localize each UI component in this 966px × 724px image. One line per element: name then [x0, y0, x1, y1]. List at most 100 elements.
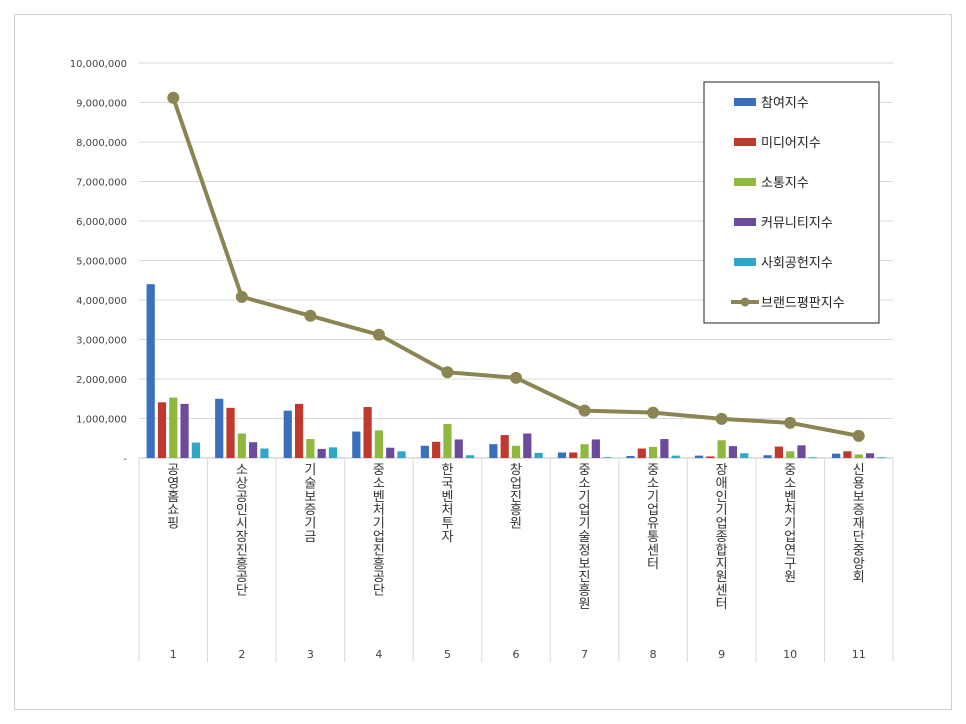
- bar-1-1: [146, 284, 155, 458]
- bar-1-8: [626, 456, 635, 458]
- y-tick-label-2: 2,000,000: [76, 375, 127, 386]
- rank-label-4: 4: [375, 648, 382, 661]
- rank-label-5: 5: [444, 648, 451, 661]
- legend-label-4: 커뮤니티지수: [761, 216, 833, 231]
- bar-2-7: [569, 452, 578, 458]
- rank-label-7: 7: [581, 648, 588, 661]
- legend-label-5: 사회공헌지수: [761, 256, 833, 271]
- legend-swatch-2: [734, 138, 756, 146]
- bar-3-5: [443, 424, 452, 458]
- bar-5-10: [808, 457, 817, 458]
- legend-swatch-1: [734, 98, 756, 106]
- bar-1-6: [489, 444, 498, 458]
- bar-5-3: [328, 447, 338, 458]
- bar-3-11: [854, 454, 863, 458]
- bar-4-1: [180, 403, 189, 458]
- bar-1-2: [215, 398, 224, 458]
- bar-1-11: [832, 453, 841, 458]
- legend-box: [703, 81, 880, 324]
- bar-3-8: [648, 446, 658, 458]
- bar-5-11: [877, 457, 886, 458]
- bar-3-3: [306, 439, 315, 458]
- bar-1-4: [352, 431, 361, 458]
- legend-label-1: 참여지수: [761, 96, 809, 111]
- bar-2-1: [157, 402, 167, 458]
- y-tick-label-1: 1,000,000: [76, 415, 127, 426]
- legend-swatch-5: [734, 258, 756, 266]
- rank-label-2: 2: [238, 648, 245, 661]
- y-tick-label-0: -: [123, 454, 127, 465]
- bar-5-2: [260, 448, 269, 458]
- y-tick-label-9: 9,000,000: [76, 99, 127, 110]
- bar-1-3: [283, 410, 292, 458]
- bar-3-10: [786, 451, 795, 458]
- bar-2-10: [774, 446, 783, 458]
- y-tick-label-10: 10,000,000: [70, 59, 127, 70]
- bar-2-4: [363, 407, 372, 458]
- bar-4-10: [797, 445, 806, 458]
- legend-swatch-4: [734, 218, 756, 226]
- bar-5-5: [465, 455, 475, 458]
- bar-5-4: [397, 451, 406, 458]
- line-point-8: [647, 406, 660, 419]
- rank-label-9: 9: [718, 648, 725, 661]
- bar-4-7: [591, 439, 600, 458]
- rank-label-6: 6: [513, 648, 520, 661]
- bar-1-10: [763, 455, 772, 458]
- legend-label-3: 소통지수: [761, 176, 809, 191]
- line-point-11: [852, 429, 865, 442]
- bar-5-8: [671, 455, 680, 458]
- bar-4-4: [386, 447, 395, 458]
- rank-label-8: 8: [650, 648, 657, 661]
- rank-label-3: 3: [307, 648, 314, 661]
- bar-3-4: [374, 430, 384, 458]
- bar-4-5: [454, 439, 463, 458]
- legend-swatch-3: [734, 178, 756, 186]
- y-tick-label-6: 6,000,000: [76, 217, 127, 228]
- bar-2-11: [843, 451, 852, 458]
- bar-4-3: [317, 448, 326, 458]
- line-point-10: [784, 416, 797, 429]
- bar-2-6: [500, 435, 509, 458]
- rank-label-1: 1: [170, 648, 177, 661]
- bar-3-1: [169, 397, 178, 458]
- rank-label-10: 10: [783, 648, 797, 661]
- legend-marker-6: [740, 297, 750, 307]
- bar-5-1: [191, 442, 200, 458]
- bar-3-2: [237, 433, 246, 458]
- bar-4-2: [249, 442, 258, 458]
- y-tick-label-7: 7,000,000: [76, 178, 127, 189]
- line-point-3: [304, 309, 317, 322]
- bar-5-6: [534, 452, 543, 458]
- bar-2-3: [294, 403, 304, 458]
- bar-1-5: [420, 445, 429, 458]
- legend-label-6: 브랜드평판지수: [761, 296, 845, 311]
- line-point-1: [167, 91, 180, 104]
- line-point-5: [441, 366, 454, 379]
- bar-5-9: [740, 453, 749, 458]
- rank-label-11: 11: [852, 648, 866, 661]
- line-point-7: [578, 404, 591, 417]
- bar-1-7: [557, 452, 567, 458]
- bar-1-9: [694, 455, 704, 458]
- bar-2-2: [226, 407, 235, 458]
- bar-2-5: [432, 441, 441, 458]
- line-point-9: [715, 412, 728, 425]
- y-tick-label-8: 8,000,000: [76, 138, 127, 149]
- bar-4-11: [865, 453, 875, 458]
- bar-2-9: [706, 456, 715, 458]
- bar-3-7: [580, 444, 589, 458]
- bar-5-7: [603, 457, 612, 458]
- bar-4-6: [523, 433, 532, 458]
- bar-3-9: [717, 440, 726, 458]
